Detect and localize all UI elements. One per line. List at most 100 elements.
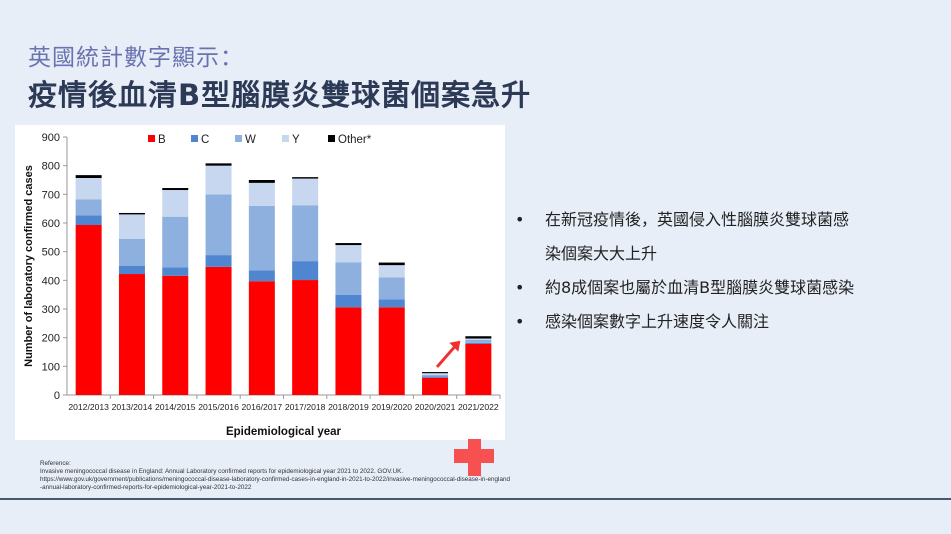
bar-segment-y [118,214,145,239]
bar-segment-b [465,343,492,395]
bar-segment-other [162,188,189,191]
y-tick-label: 400 [42,275,60,287]
legend-label: C [201,134,209,146]
bar-segment-c [118,266,145,275]
bar-segment-b [292,280,319,395]
x-tick-label: 2019/2020 [371,402,412,412]
bar-segment-y [162,190,189,217]
bar-segment-w [465,339,492,343]
bar-segment-w [292,205,319,262]
subtitle: 英國統計數字顯示： [28,45,244,71]
chart: 0 100 200 300 400 500 600 700 800 900 2012/2013 201… [15,125,505,440]
bar-segment-other [205,163,232,166]
bar-segment-w [378,277,405,300]
legend-label: Y [292,134,300,146]
reference-url[interactable]: https://www.gov.uk/government/publicatio… [40,476,510,491]
y-tick-label: 0 [54,390,60,402]
bar-segment-b [205,266,232,395]
bar-segment-c [465,342,492,344]
bar-segment-c [378,299,405,308]
bullet-item: • 感染個案數字上升速度令人關注 [510,305,854,339]
reference-heading: Reference: [40,460,71,467]
x-tick-label: 2017/2018 [285,402,326,412]
legend-swatch [148,135,155,142]
bar-segment-other [248,180,275,183]
bullet-dot: • [515,210,525,229]
bullet-item: • 約8成個案也屬於血清B型腦膜炎雙球菌感染 [510,271,854,305]
arrow-annotation [435,343,458,368]
legend-swatch [328,135,335,142]
y-tick-label: 600 [42,218,60,230]
x-tick-label: 2014/2015 [155,402,196,412]
bar-segment-c [75,215,102,226]
bullet-dot: • [515,312,525,331]
bullet-item: • 在新冠疫情後，英國侵入性腦膜炎雙球菌感 [510,203,854,237]
bar-segment-b [75,225,102,395]
bar-segment-other [335,243,362,246]
x-tick-label: 2021/2022 [458,402,499,412]
bar-segment-b [422,377,449,395]
page-title: 疫情後血清B型腦膜炎雙球菌個案急升 [28,78,532,112]
bar-segment-y [205,165,232,195]
bar-segment-b [378,307,405,395]
x-tick-label: 2016/2017 [242,402,283,412]
bar-segment-c [162,267,189,276]
bar-segment-w [162,216,189,268]
bar-segment-y [465,338,492,340]
bar-segment-w [118,238,145,266]
reference-citation: Invasive meningococcal disease in Englan… [40,468,404,475]
y-tick-label: 500 [42,247,60,259]
legend-swatch [235,135,242,142]
bullet-text: 在新冠疫情後，英國侵入性腦膜炎雙球菌感 [545,210,850,229]
bar-segment-c [205,255,232,267]
legend-label: Other* [338,134,372,146]
x-tick-label: 2020/2021 [415,402,456,412]
y-axis-label: Number of laboratory confirmed cases [23,165,35,367]
bar-segment-other [75,175,102,178]
bar-segment-y [292,178,319,206]
x-tick-label: 2015/2016 [198,402,239,412]
bar-segment-other [422,372,449,374]
bullet-text: 染個案大大上升 [545,244,658,263]
bar-segment-b [335,307,362,395]
y-tick-label: 800 [42,161,60,173]
bullet-item: 染個案大大上升 [510,237,854,271]
legend-swatch [191,135,198,142]
bar-segment-b [118,274,145,395]
bar-segment-w [248,205,275,271]
bar-segment-y [75,177,102,200]
bullet-list: • 在新冠疫情後，英國侵入性腦膜炎雙球菌感 染個案大大上升 • 約8成個案也屬於血清… [510,203,854,339]
x-tick-label: 2012/2013 [68,402,109,412]
bar-segment-b [162,275,189,395]
reference: Reference: Invasive meningococcal diseas… [40,460,510,492]
bar-segment-y [335,245,362,263]
y-tick-label: 100 [42,361,60,373]
y-tick-label: 700 [42,189,60,201]
bar-segment-c [335,294,362,308]
bar-segment-c [248,270,275,282]
bar-segment-y [422,373,449,375]
divider [0,498,951,500]
bar-segment-w [335,262,362,295]
y-tick-label: 300 [42,304,60,316]
bar-segment-c [422,376,449,378]
arrow-head [449,340,461,352]
bar-segment-other [292,177,319,179]
bar-segment-w [75,199,102,216]
legend-label: B [158,134,166,146]
legend-swatch [282,135,289,142]
x-tick-label: 2018/2019 [328,402,369,412]
bar-segment-b [248,281,275,395]
bar-segment-w [422,374,449,377]
x-axis-label: Epidemiological year [226,426,342,438]
bullet-text: 約8成個案也屬於血清B型腦膜炎雙球菌感染 [545,278,855,297]
bar-segment-y [248,182,275,206]
red-cross-logo [454,439,494,476]
bullet-text: 感染個案數字上升速度令人關注 [545,312,770,331]
bar-segment-other [465,336,492,339]
bar-segment-y [378,265,405,278]
x-tick-label: 2013/2014 [112,402,153,412]
bar-segment-other [378,262,405,266]
y-tick-label: 200 [42,333,60,345]
